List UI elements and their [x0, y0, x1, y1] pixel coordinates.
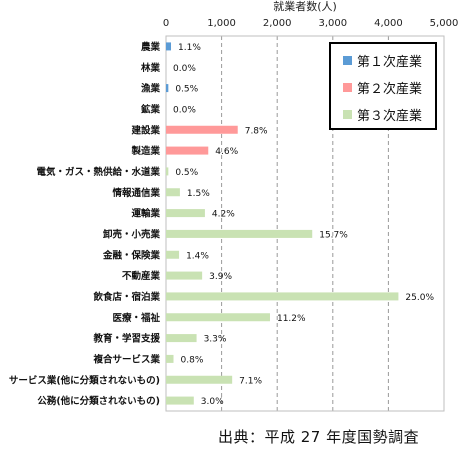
category-label: 漁業	[141, 83, 161, 95]
bar	[166, 84, 169, 93]
bar	[166, 354, 174, 363]
bars	[166, 42, 399, 405]
x-axis-ticks: 0 1,000 2,000 3,000 4,000 5,000	[163, 18, 459, 29]
data-label: 4.2%	[212, 210, 235, 220]
category-label: 建設業	[130, 124, 160, 136]
x-tick-label: 2,000	[263, 18, 292, 29]
legend-swatch-primary	[343, 56, 352, 65]
bar	[166, 167, 169, 176]
data-label: 1.4%	[186, 251, 209, 261]
category-label: 運輸業	[131, 208, 160, 220]
bar	[166, 146, 209, 155]
legend-label-primary: 第１次産業	[357, 54, 422, 70]
category-label: 金融・保険業	[102, 249, 161, 261]
x-tick-label: 5,000	[430, 18, 459, 29]
category-label: 林業	[141, 62, 161, 74]
data-label: 0.5%	[175, 168, 198, 178]
data-label: 25.0%	[405, 293, 434, 303]
category-label: 情報通信業	[111, 187, 160, 199]
data-label: 7.8%	[245, 126, 268, 136]
legend-swatch-secondary	[343, 83, 352, 92]
category-label: 鉱業	[141, 103, 161, 115]
data-label: 4.6%	[215, 147, 238, 157]
x-tick-label: 1,000	[207, 18, 236, 29]
bar	[166, 125, 238, 134]
legend: 第１次産業 第２次産業 第３次産業	[329, 42, 437, 130]
category-label: 公務(他に分類されないもの)	[37, 395, 160, 407]
source-note: 出典：平成 27 年度国勢調査	[218, 428, 420, 446]
bar	[166, 396, 194, 405]
bar	[166, 209, 205, 218]
category-label: 電気・ガス・熱供給・水道業	[36, 166, 160, 178]
legend-swatch-tertiary	[343, 110, 352, 119]
x-tick-label: 4,000	[374, 18, 403, 29]
bar	[166, 375, 233, 384]
bar	[166, 334, 197, 343]
bar	[166, 188, 180, 197]
x-tick-label: 3,000	[318, 18, 347, 29]
data-label: 11.2%	[277, 314, 306, 324]
legend-label-secondary: 第２次産業	[357, 81, 422, 97]
data-label: 0.5%	[175, 85, 198, 95]
bar	[166, 292, 399, 301]
category-label: 卸売・小売業	[103, 228, 161, 240]
category-label: 飲食店・宿泊業	[92, 291, 160, 303]
data-label: 3.3%	[204, 335, 227, 345]
x-axis-title: 就業者数(人)	[273, 0, 337, 13]
category-label: 農業	[141, 41, 161, 53]
data-label: 3.9%	[209, 272, 232, 282]
category-labels: 農業林業漁業鉱業建設業製造業電気・ガス・熱供給・水道業情報通信業運輸業卸売・小売…	[9, 41, 161, 407]
bar	[166, 42, 172, 51]
data-labels: 1.1% 0.0% 0.5% 0.0% 7.8% 4.6% 0.5% 1.5% 4.2% 15.7…	[173, 43, 434, 407]
data-label: 0.0%	[173, 105, 196, 115]
data-label: 3.0%	[201, 397, 224, 407]
x-tick-label: 0	[163, 18, 169, 29]
category-label: 教育・学習支援	[92, 333, 160, 345]
category-label: 複合サービス業	[92, 353, 160, 365]
bar	[166, 313, 270, 322]
category-label: サービス業(他に分類されないもの)	[9, 374, 160, 386]
legend-label-tertiary: 第３次産業	[357, 108, 422, 124]
data-label: 0.0%	[173, 64, 196, 74]
category-label: 製造業	[130, 145, 160, 157]
category-label: 不動産業	[122, 270, 161, 282]
data-label: 1.1%	[178, 43, 201, 53]
bar	[166, 271, 203, 280]
data-label: 7.1%	[239, 376, 262, 386]
category-label: 医療・福祉	[112, 312, 160, 324]
data-label: 15.7%	[319, 230, 348, 240]
data-label: 1.5%	[187, 189, 210, 199]
bar	[166, 229, 313, 238]
data-label: 0.8%	[181, 355, 204, 365]
bar	[166, 250, 180, 259]
plot-area-frame	[165, 35, 445, 412]
